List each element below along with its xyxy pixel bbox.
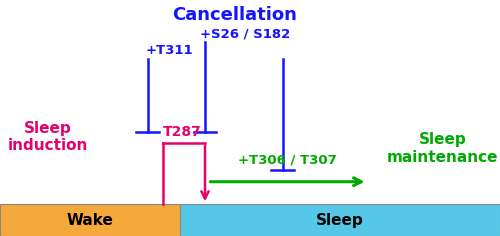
Text: Sleep
induction: Sleep induction (8, 121, 87, 153)
Text: +S26 / S182: +S26 / S182 (200, 27, 290, 40)
Text: Sleep: Sleep (316, 213, 364, 228)
Text: +T306 / T307: +T306 / T307 (238, 153, 337, 166)
Bar (180, 204, 500, 236)
Text: Sleep
maintenance: Sleep maintenance (387, 132, 498, 165)
Text: Cancellation: Cancellation (172, 6, 298, 24)
Bar (0, 204, 180, 236)
Text: T287: T287 (162, 125, 201, 139)
Text: +T311: +T311 (146, 44, 193, 57)
Text: Wake: Wake (66, 213, 114, 228)
